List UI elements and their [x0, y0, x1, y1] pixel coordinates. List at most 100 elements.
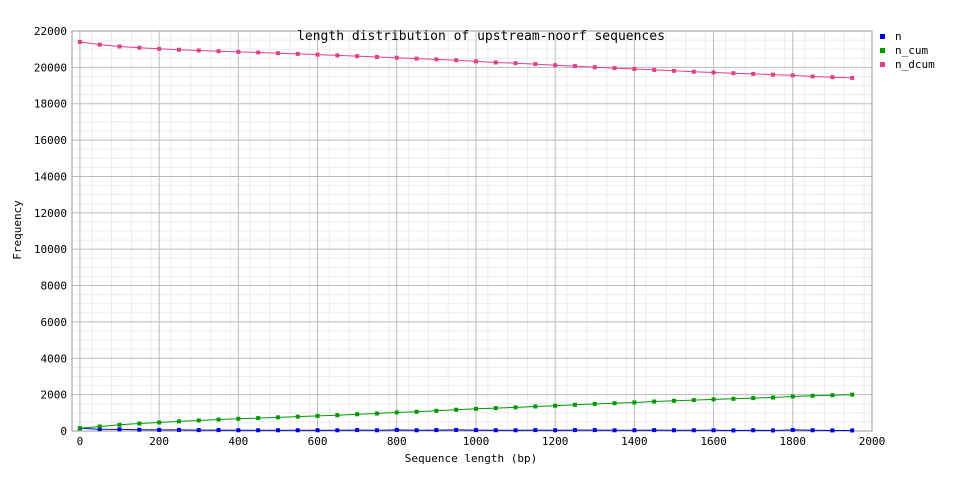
data-point-n [137, 427, 142, 432]
data-point-n [256, 428, 261, 433]
legend-marker-n [880, 34, 885, 39]
data-point-n-dcum [414, 56, 419, 61]
data-point-n-dcum [454, 58, 459, 63]
data-point-n-dcum [612, 66, 617, 71]
legend-label-n-cum: n_cum [895, 44, 928, 57]
data-point-n [295, 428, 300, 433]
data-point-n [236, 428, 241, 433]
y-axis-label: Frequency [11, 200, 24, 260]
x-axis-ticks: 0 200 400 600 800 1000 1200 1400 1600 1800 2000 [77, 435, 886, 448]
data-point-n [810, 428, 815, 433]
data-point-n [355, 428, 360, 433]
y-tick-label: 2000 [41, 389, 68, 402]
data-point-n [216, 428, 221, 433]
data-point-n-cum [137, 421, 142, 426]
data-point-n-dcum [790, 73, 795, 78]
data-point-n-dcum [632, 67, 637, 71]
y-tick-label: 14000 [34, 170, 67, 183]
data-point-n-dcum [493, 60, 498, 65]
data-point-n-dcum [850, 75, 855, 80]
data-point-n [612, 428, 617, 433]
data-point-n-dcum [711, 70, 716, 75]
data-point-n-dcum [572, 64, 577, 69]
data-point-n-cum [612, 401, 617, 406]
data-point-n [513, 428, 518, 433]
data-point-n [117, 427, 122, 432]
legend-label-n-dcum: n_dcum [895, 58, 935, 71]
data-point-n-cum [513, 405, 518, 410]
data-point-n-cum [275, 415, 280, 420]
y-tick-label: 20000 [34, 61, 67, 74]
legend-marker-n-cum [880, 48, 885, 53]
data-point-n-cum [691, 398, 696, 403]
data-point-n-dcum [553, 63, 558, 68]
data-point-n [830, 428, 835, 433]
y-tick-label: 8000 [41, 280, 68, 293]
data-point-n-cum [434, 408, 439, 413]
series-layer [77, 39, 855, 433]
x-tick-label: 1800 [780, 435, 807, 448]
data-point-n-cum [493, 406, 498, 411]
y-tick-label: 12000 [34, 207, 67, 220]
data-point-n-cum [830, 393, 835, 398]
data-point-n [751, 428, 756, 433]
data-point-n-cum [850, 392, 855, 397]
data-point-n [157, 427, 162, 432]
data-point-n [374, 428, 379, 433]
data-point-n [335, 428, 340, 433]
data-point-n-cum [236, 416, 241, 421]
data-point-n-dcum [671, 68, 676, 73]
data-point-n-cum [216, 417, 221, 422]
data-point-n-cum [473, 406, 478, 411]
data-point-n-dcum [97, 42, 102, 47]
data-point-n-cum [770, 395, 775, 400]
data-point-n-cum [810, 393, 815, 398]
data-point-n [533, 428, 538, 433]
data-point-n-dcum [810, 74, 815, 79]
data-point-n-dcum [731, 71, 736, 76]
y-tick-label: 16000 [34, 134, 67, 147]
chart-title: length distribution of upstream-noorf se… [297, 29, 665, 44]
x-tick-label: 800 [387, 435, 407, 448]
data-point-n-cum [256, 416, 261, 421]
data-point-n [493, 428, 498, 433]
y-tick-label: 4000 [41, 352, 68, 365]
data-point-n [770, 428, 775, 433]
x-tick-label: 600 [308, 435, 328, 448]
data-point-n-dcum [236, 49, 241, 54]
data-point-n-cum [97, 424, 102, 429]
data-point-n [315, 428, 320, 433]
data-point-n [731, 428, 736, 433]
y-axis-ticks: 0 2000 4000 6000 8000 10000 12000 14000 16000 180… [34, 25, 67, 438]
y-tick-label: 6000 [41, 316, 68, 329]
data-point-n-dcum [295, 51, 300, 56]
data-point-n-cum [196, 418, 201, 423]
data-point-n-cum [355, 412, 360, 417]
data-point-n [790, 427, 795, 432]
data-point-n-dcum [394, 55, 399, 60]
data-point-n-dcum [592, 65, 597, 70]
data-point-n [711, 428, 716, 433]
data-point-n [572, 428, 577, 433]
data-point-n [394, 427, 399, 432]
data-point-n [434, 428, 439, 433]
data-point-n [592, 428, 597, 433]
data-point-n-dcum [315, 52, 320, 57]
data-point-n-dcum [770, 72, 775, 77]
data-point-n-cum [374, 411, 379, 416]
data-point-n [691, 428, 696, 433]
data-point-n-dcum [256, 50, 261, 55]
data-point-n-dcum [335, 53, 340, 58]
data-point-n-cum [315, 413, 320, 418]
data-point-n-cum [790, 394, 795, 399]
data-point-n-cum [572, 402, 577, 407]
data-point-n-dcum [751, 71, 756, 76]
y-tick-label: 0 [60, 425, 67, 438]
data-point-n-cum [592, 401, 597, 406]
x-tick-label: 200 [149, 435, 169, 448]
data-point-n-dcum [473, 59, 478, 64]
legend-marker-n-dcum [880, 62, 885, 67]
data-point-n-cum [394, 410, 399, 415]
minor-grid [71, 31, 872, 431]
